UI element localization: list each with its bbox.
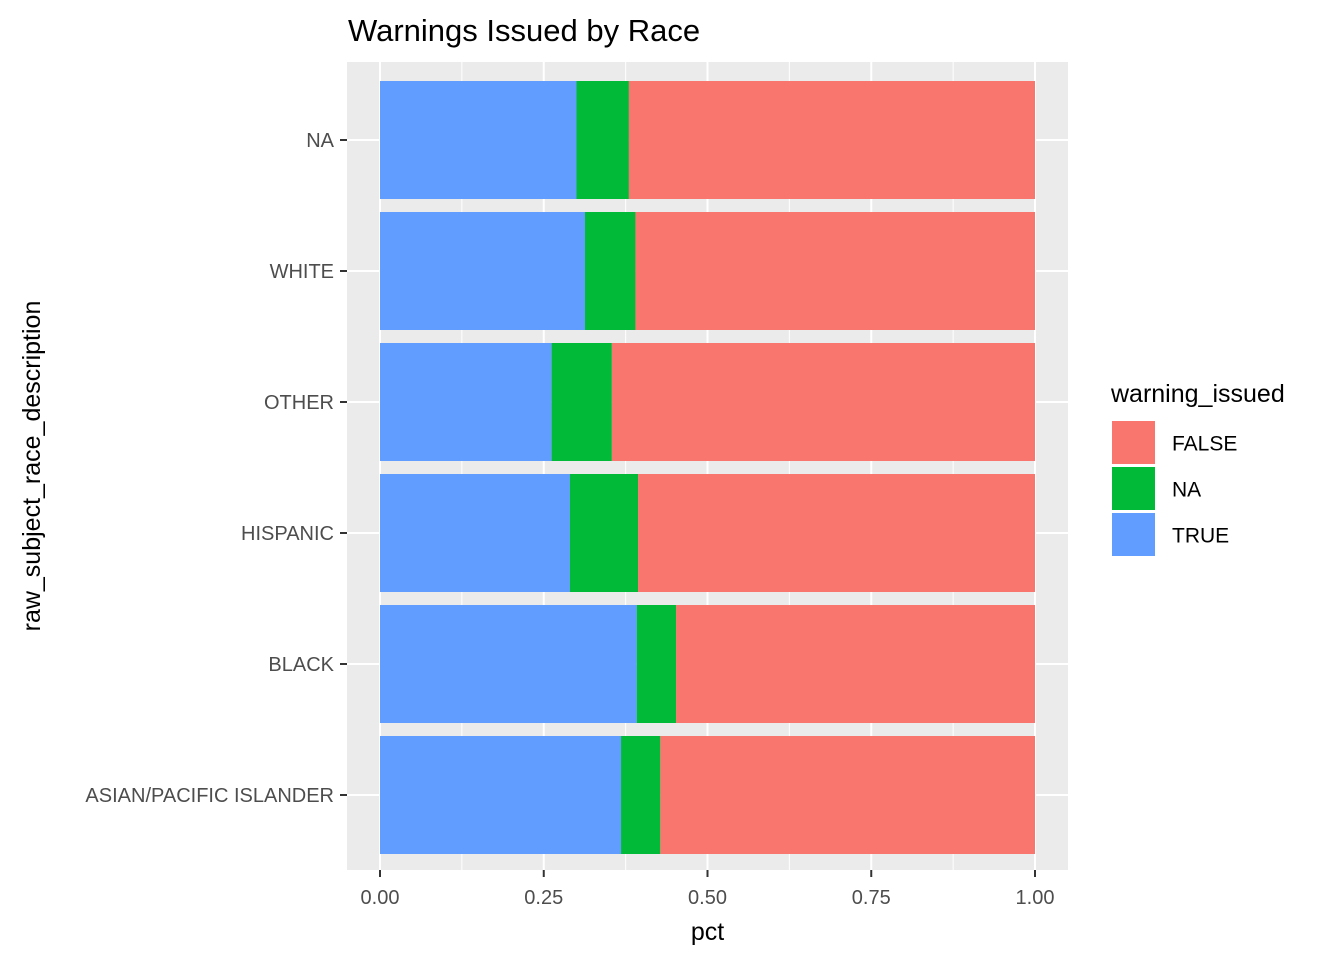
bar-segment-na [576, 81, 629, 199]
bar-segment-false [638, 474, 1035, 592]
bar-segment-na [569, 474, 639, 592]
legend-label: TRUE [1172, 525, 1229, 548]
legend-key-na [1112, 467, 1155, 510]
legend-label: NA [1172, 479, 1201, 502]
x-tick-label: 1.00 [1016, 887, 1055, 909]
bar-segment-na [636, 605, 677, 723]
y-tick-label: HISPANIC [241, 523, 334, 545]
y-tick-label: WHITE [270, 261, 334, 283]
y-axis: NA WHITE OTHER HISPANIC BLACK ASIAN/PACIFIC I… [85, 130, 347, 807]
x-tick-label: 0.75 [852, 887, 891, 909]
y-axis-title: raw_subject_race_description [18, 301, 46, 632]
bar-segment-true [380, 474, 570, 592]
bar-segment-false [611, 343, 1035, 461]
bar-segment-false [628, 81, 1035, 199]
legend-label: FALSE [1172, 433, 1237, 456]
y-tick-label: NA [306, 130, 334, 152]
y-tick-label: OTHER [264, 392, 334, 414]
y-tick-label: ASIAN/PACIFIC ISLANDER [85, 785, 334, 807]
chart-title: Warnings Issued by Race [348, 13, 700, 48]
bar-segment-na [621, 736, 661, 854]
bar-segment-na [551, 343, 612, 461]
x-axis-title: pct [691, 918, 724, 946]
x-tick-label: 0.00 [361, 887, 400, 909]
bar-segment-true [380, 605, 637, 723]
bar-segment-false [635, 212, 1035, 330]
bar-segment-na [585, 212, 636, 330]
bar-segment-true [380, 736, 622, 854]
bar-segment-true [380, 212, 586, 330]
bar-segment-true [380, 343, 552, 461]
legend-key-false [1112, 421, 1155, 464]
bar-segment-false [660, 736, 1035, 854]
legend: warning_issued FALSE NA TRUE [1110, 380, 1285, 556]
x-axis: 0.00 0.25 0.50 0.75 1.00 [361, 870, 1055, 909]
legend-title: warning_issued [1110, 380, 1285, 408]
x-tick-label: 0.50 [688, 887, 727, 909]
x-tick-label: 0.25 [524, 887, 563, 909]
bars [380, 81, 1035, 854]
legend-key-true [1112, 513, 1155, 556]
bar-segment-false [676, 605, 1035, 723]
bar-segment-true [380, 81, 577, 199]
y-tick-label: BLACK [268, 654, 334, 676]
